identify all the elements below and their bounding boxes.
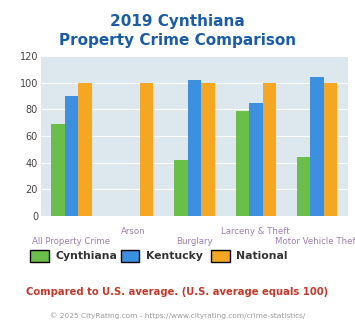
Text: Arson: Arson: [121, 227, 145, 236]
Text: Burglary: Burglary: [176, 237, 213, 246]
Bar: [78, 83, 92, 216]
Text: Compared to U.S. average. (U.S. average equals 100): Compared to U.S. average. (U.S. average …: [26, 287, 329, 297]
Bar: [324, 83, 338, 216]
Bar: [187, 80, 201, 216]
Bar: [249, 103, 263, 216]
Text: All Property Crime: All Property Crime: [32, 237, 111, 246]
Text: 2019 Cynthiana: 2019 Cynthiana: [110, 14, 245, 29]
Text: Larceny & Theft: Larceny & Theft: [222, 227, 290, 236]
Text: Motor Vehicle Theft: Motor Vehicle Theft: [275, 237, 355, 246]
Bar: [201, 83, 215, 216]
Text: National: National: [236, 251, 288, 261]
Text: Cynthiana: Cynthiana: [55, 251, 117, 261]
Bar: [235, 111, 249, 216]
Bar: [174, 160, 187, 216]
Bar: [51, 124, 65, 216]
Bar: [297, 157, 310, 216]
Bar: [65, 96, 78, 216]
Bar: [263, 83, 276, 216]
Text: Property Crime Comparison: Property Crime Comparison: [59, 33, 296, 48]
Bar: [140, 83, 153, 216]
Text: Kentucky: Kentucky: [146, 251, 202, 261]
Text: © 2025 CityRating.com - https://www.cityrating.com/crime-statistics/: © 2025 CityRating.com - https://www.city…: [50, 313, 305, 319]
Bar: [310, 78, 324, 216]
